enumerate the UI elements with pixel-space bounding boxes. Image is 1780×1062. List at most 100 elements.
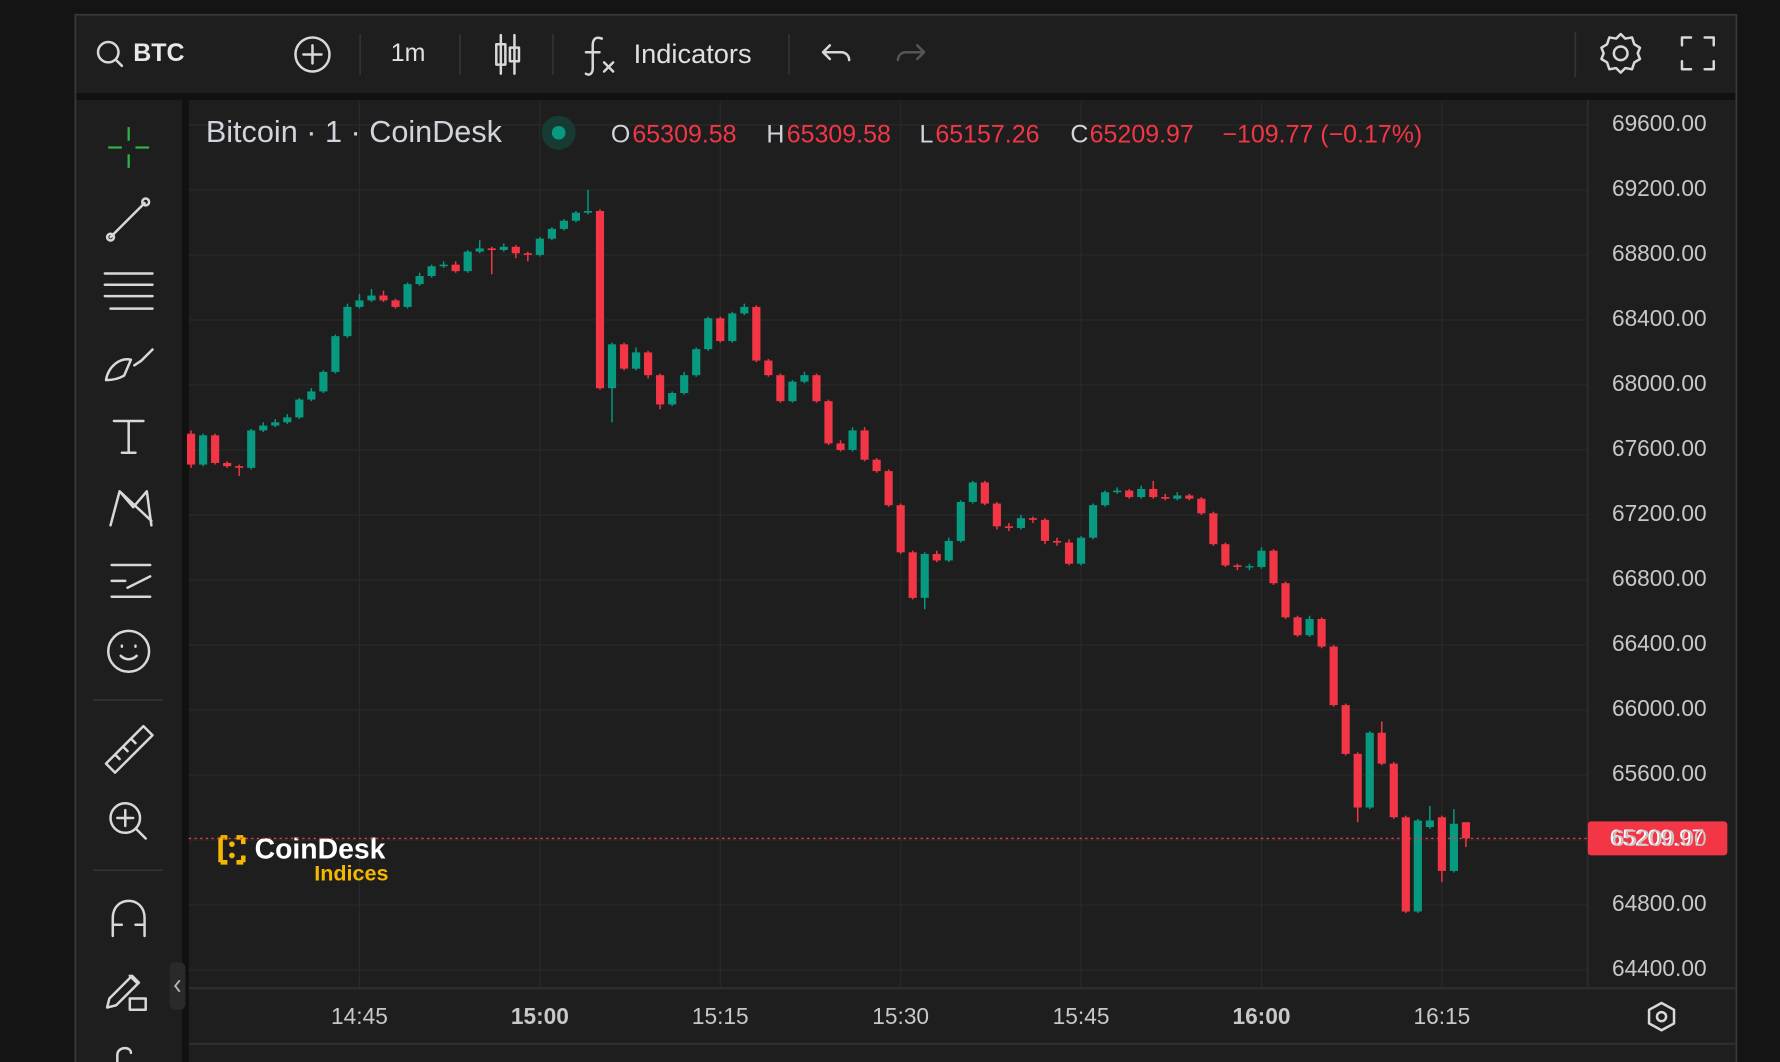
- magnet-tool[interactable]: [111, 899, 146, 938]
- lock-tool[interactable]: [116, 1046, 133, 1062]
- redo-button[interactable]: [896, 44, 926, 62]
- candle-body: [319, 371, 328, 392]
- candle-body: [800, 375, 809, 382]
- candle-body: [1028, 518, 1038, 520]
- x-tick-label: 16:15: [1413, 1003, 1470, 1029]
- x-tick-label: 14:45: [331, 1003, 388, 1029]
- y-tick-label: 65200.00: [1612, 825, 1707, 851]
- axis-settings-button[interactable]: [1647, 1001, 1676, 1032]
- candle-body: [1113, 490, 1122, 493]
- search-button[interactable]: BTC: [96, 39, 185, 68]
- candle-body: [680, 375, 689, 394]
- indicators-label[interactable]: Indicators: [634, 38, 752, 69]
- candle-body: [1052, 540, 1062, 543]
- candle-body: [295, 399, 304, 418]
- ohlc-change: −109.77 (−0.17%): [1222, 121, 1422, 149]
- y-axis-divider: [1586, 99, 1589, 988]
- candle-body: [463, 251, 472, 272]
- collapse-icon: [174, 979, 181, 993]
- trend-line-tool[interactable]: [109, 201, 146, 239]
- candle-icon: [499, 33, 516, 75]
- y-tick-label: 67200.00: [1612, 500, 1707, 526]
- gear-icon: [1612, 45, 1629, 62]
- candle-body: [1209, 513, 1218, 545]
- collapse-handle[interactable]: [169, 962, 186, 1010]
- candle-body: [980, 482, 989, 504]
- ruler-tool[interactable]: [104, 724, 154, 774]
- candle-body: [1425, 820, 1434, 828]
- app-frame: [74, 13, 1738, 1062]
- candle-body: [331, 336, 340, 372]
- candle-body: [499, 246, 508, 251]
- candle-body: [908, 552, 917, 598]
- undo-button[interactable]: [821, 44, 851, 62]
- candle-body: [343, 306, 352, 337]
- lock-draw-tool[interactable]: [105, 974, 141, 1009]
- indicators-button[interactable]: Indicators: [584, 36, 752, 76]
- candle-icon: [495, 43, 507, 66]
- last-price-badge: [1587, 821, 1728, 856]
- y-tick-label: 66000.00: [1612, 695, 1707, 721]
- candle-body: [896, 505, 905, 553]
- add-icon: [302, 44, 323, 65]
- y-tick-label: 66800.00: [1612, 565, 1707, 591]
- zoom-tool: [116, 808, 147, 840]
- projection-tool[interactable]: [110, 563, 152, 599]
- chart-type-button[interactable]: [495, 33, 521, 75]
- candle-body: [860, 430, 869, 460]
- zoom-tool[interactable]: [109, 802, 142, 835]
- status-dot: [551, 125, 566, 140]
- candle-body: [1245, 566, 1254, 568]
- candle-body: [1101, 492, 1110, 506]
- y-tick-label: 68000.00: [1612, 370, 1707, 396]
- add-icon: [294, 36, 331, 73]
- candle-body: [583, 211, 593, 213]
- candle-body: [656, 375, 665, 405]
- watermark: CoinDesk Indices: [218, 833, 389, 885]
- candle-body: [836, 443, 845, 450]
- candle-body: [872, 459, 881, 472]
- candle-body: [1221, 544, 1230, 566]
- candle-body: [1305, 618, 1314, 636]
- pattern-tool[interactable]: [109, 490, 153, 527]
- brush-tool[interactable]: [104, 348, 154, 382]
- candle-body: [812, 375, 821, 402]
- chart-title: Bitcoin · 1 · CoinDesk: [206, 115, 503, 149]
- candle-body: [1016, 518, 1026, 528]
- candle-body: [1437, 817, 1446, 871]
- text-tool[interactable]: [112, 419, 145, 454]
- candle-body: [487, 248, 496, 251]
- watermark-logo: [229, 852, 235, 859]
- candle-body: [631, 352, 641, 369]
- emoji-tool[interactable]: [107, 629, 151, 673]
- candle-body: [752, 306, 761, 361]
- ohlc-value: 65157.26: [935, 121, 1039, 149]
- fullscreen-button[interactable]: [1680, 36, 1715, 71]
- candle-body: [1281, 583, 1290, 618]
- symbol[interactable]: BTC: [133, 39, 184, 67]
- interval[interactable]: 1m: [391, 39, 426, 67]
- candle-body: [1149, 488, 1158, 498]
- candle-body: [1449, 823, 1458, 871]
- compare-button[interactable]: [294, 36, 331, 73]
- candle-body: [211, 435, 220, 463]
- trend-line-tool: [105, 232, 116, 242]
- candle-body: [764, 360, 773, 376]
- x-tick-label: 15:15: [692, 1003, 749, 1029]
- candle-body: [1076, 537, 1086, 564]
- candle-body: [788, 381, 797, 402]
- gear-icon: [1600, 32, 1642, 74]
- fib-tool[interactable]: [103, 272, 154, 310]
- candle-body: [1377, 732, 1386, 764]
- toolbar: BTC 1m Indicators: [96, 31, 1715, 78]
- candle-body: [1269, 550, 1278, 584]
- candle-body: [644, 352, 653, 376]
- candle-body: [199, 435, 208, 465]
- candle-body: [451, 264, 460, 272]
- crosshair-tool[interactable]: [108, 127, 150, 168]
- settings-button[interactable]: [1600, 32, 1642, 74]
- candle-body: [884, 471, 893, 506]
- x-tick-label: 15:30: [872, 1003, 929, 1029]
- candle-body: [475, 248, 484, 252]
